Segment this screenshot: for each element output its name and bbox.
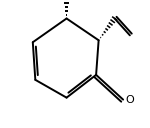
Text: O: O	[126, 95, 134, 105]
